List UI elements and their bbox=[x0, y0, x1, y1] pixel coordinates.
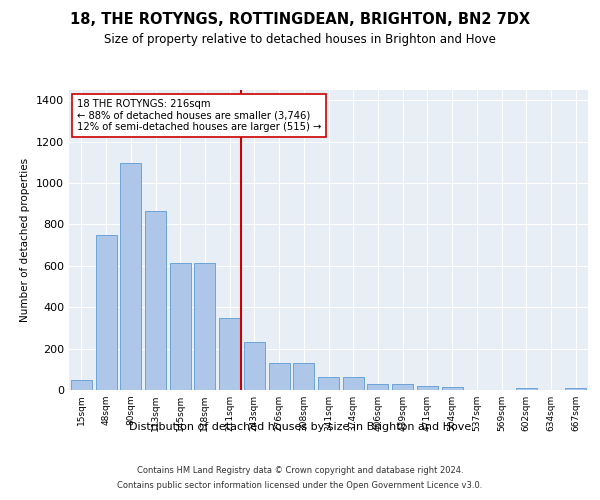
Bar bbox=[219, 318, 240, 390]
Bar bbox=[318, 376, 339, 390]
Bar bbox=[71, 380, 92, 390]
Text: Distribution of detached houses by size in Brighton and Hove: Distribution of detached houses by size … bbox=[129, 422, 471, 432]
Text: 18 THE ROTYNGS: 216sqm
← 88% of detached houses are smaller (3,746)
12% of semi-: 18 THE ROTYNGS: 216sqm ← 88% of detached… bbox=[77, 99, 321, 132]
Bar bbox=[367, 384, 388, 390]
Bar bbox=[417, 386, 438, 390]
Bar bbox=[170, 263, 191, 390]
Bar bbox=[95, 235, 116, 390]
Bar bbox=[244, 342, 265, 390]
Bar bbox=[145, 211, 166, 390]
Bar bbox=[120, 164, 141, 390]
Bar bbox=[565, 388, 586, 390]
Text: Contains HM Land Registry data © Crown copyright and database right 2024.: Contains HM Land Registry data © Crown c… bbox=[137, 466, 463, 475]
Text: Contains public sector information licensed under the Open Government Licence v3: Contains public sector information licen… bbox=[118, 481, 482, 490]
Text: Size of property relative to detached houses in Brighton and Hove: Size of property relative to detached ho… bbox=[104, 32, 496, 46]
Bar bbox=[442, 388, 463, 390]
Bar bbox=[392, 384, 413, 390]
Text: 18, THE ROTYNGS, ROTTINGDEAN, BRIGHTON, BN2 7DX: 18, THE ROTYNGS, ROTTINGDEAN, BRIGHTON, … bbox=[70, 12, 530, 28]
Bar bbox=[516, 388, 537, 390]
Bar bbox=[269, 363, 290, 390]
Bar bbox=[293, 363, 314, 390]
Y-axis label: Number of detached properties: Number of detached properties bbox=[20, 158, 31, 322]
Bar bbox=[343, 376, 364, 390]
Bar bbox=[194, 263, 215, 390]
